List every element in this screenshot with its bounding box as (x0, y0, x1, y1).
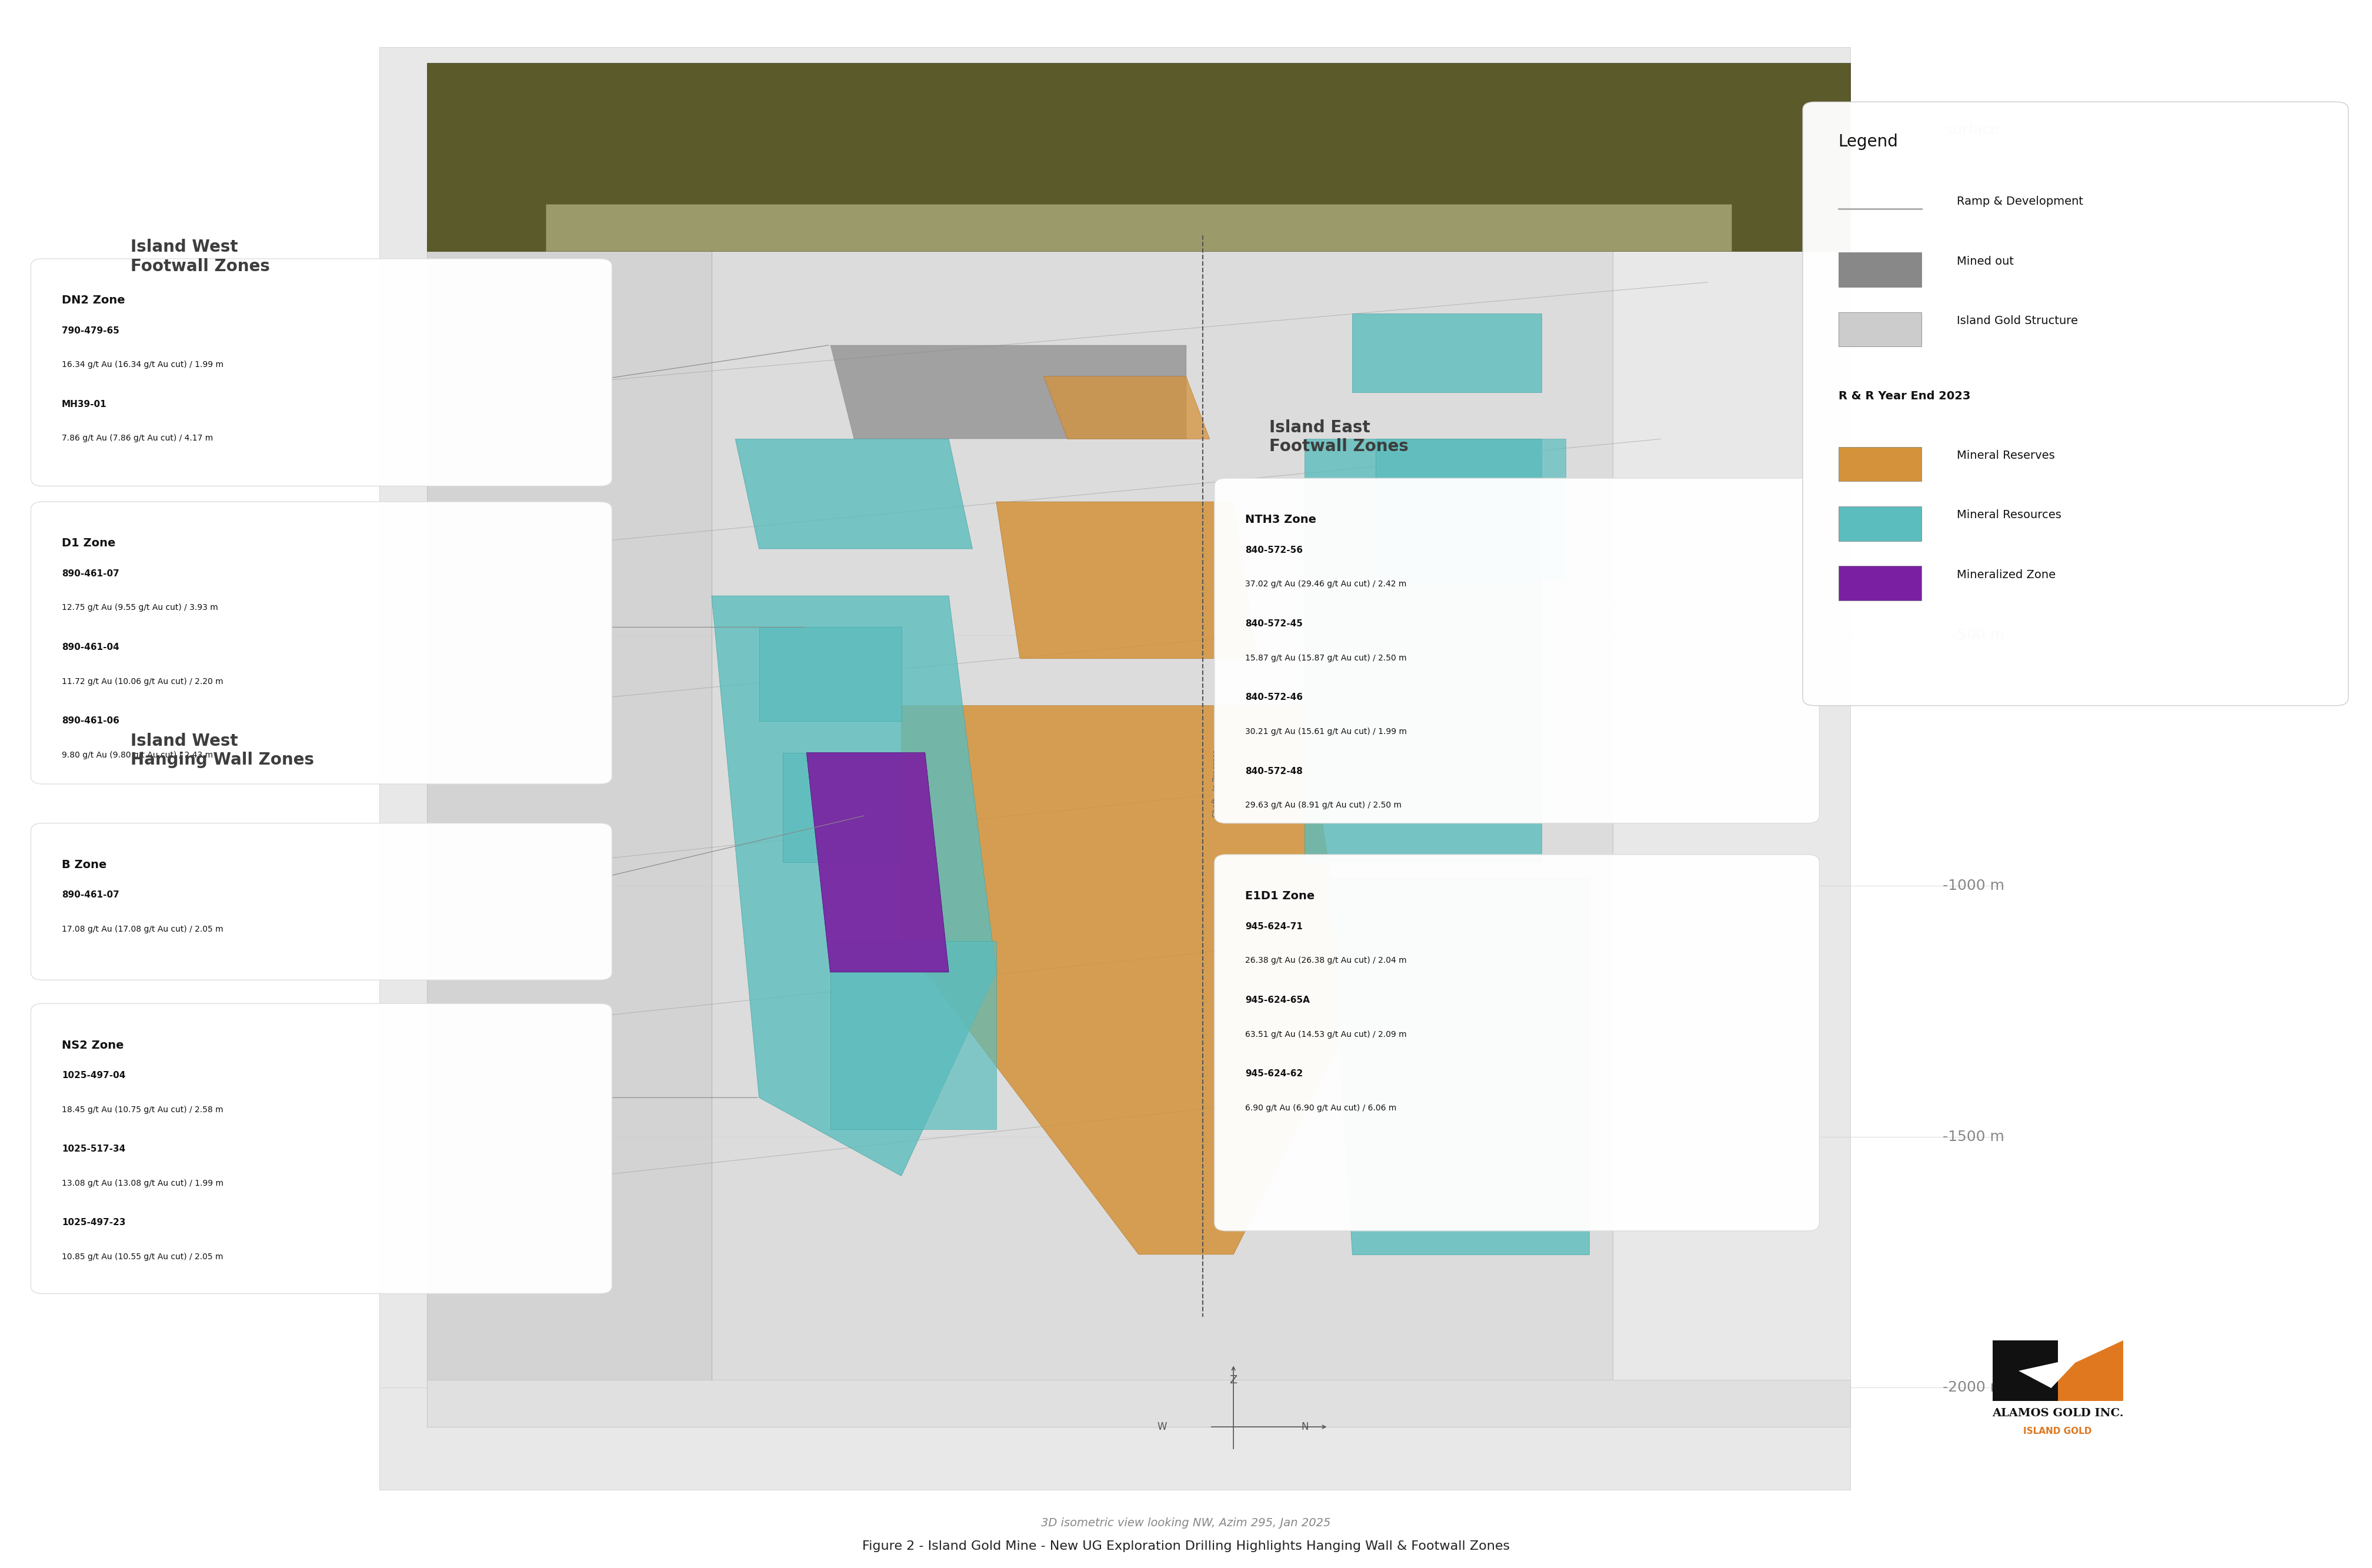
Polygon shape (1305, 439, 1542, 862)
Text: 790-479-65: 790-479-65 (62, 326, 119, 336)
Polygon shape (735, 439, 973, 549)
Text: 6.90 g/t Au (6.90 g/t Au cut) / 6.06 m: 6.90 g/t Au (6.90 g/t Au cut) / 6.06 m (1245, 1104, 1397, 1112)
Polygon shape (1044, 376, 1210, 439)
Text: -1000 m: -1000 m (1943, 878, 2004, 894)
Text: Island East
Footwall Zones: Island East Footwall Zones (1269, 419, 1409, 455)
Polygon shape (427, 235, 712, 1427)
Text: 945-624-71: 945-624-71 (1245, 922, 1302, 931)
Text: -2000 m: -2000 m (1943, 1380, 2004, 1396)
Polygon shape (1992, 1341, 2123, 1402)
Text: Mineral Resources: Mineral Resources (1957, 510, 2061, 521)
FancyBboxPatch shape (31, 502, 612, 784)
Bar (783, 753, 901, 862)
Text: 18.45 g/t Au (10.75 g/t Au cut) / 2.58 m: 18.45 g/t Au (10.75 g/t Au cut) / 2.58 m (62, 1105, 223, 1113)
Text: Figure 2 - Island Gold Mine - New UG Exploration Drilling Highlights Hanging Wal: Figure 2 - Island Gold Mine - New UG Exp… (861, 1540, 1511, 1552)
Text: NTH3 Zone: NTH3 Zone (1245, 514, 1316, 525)
Text: Island West
Footwall Zones: Island West Footwall Zones (130, 238, 270, 274)
Text: 7.86 g/t Au (7.86 g/t Au cut) / 4.17 m: 7.86 g/t Au (7.86 g/t Au cut) / 4.17 m (62, 434, 213, 442)
Polygon shape (712, 596, 996, 1176)
Text: 11.72 g/t Au (10.06 g/t Au cut) / 2.20 m: 11.72 g/t Au (10.06 g/t Au cut) / 2.20 m (62, 677, 223, 685)
Text: Mineralized Zone: Mineralized Zone (1957, 569, 2057, 580)
Polygon shape (546, 204, 1732, 251)
Text: B Zone: B Zone (62, 859, 107, 870)
Text: 890-461-04: 890-461-04 (62, 643, 119, 652)
Polygon shape (996, 502, 1257, 659)
FancyBboxPatch shape (31, 823, 612, 980)
Text: 1025-497-04: 1025-497-04 (62, 1071, 126, 1080)
Text: 890-461-07: 890-461-07 (62, 891, 119, 900)
Text: 890-461-07: 890-461-07 (62, 569, 119, 579)
Text: Mined out: Mined out (1957, 256, 2014, 267)
FancyBboxPatch shape (1214, 478, 1819, 823)
Text: 3D isometric view looking NW, Azim 295, Jan 2025: 3D isometric view looking NW, Azim 295, … (1041, 1518, 1331, 1529)
Bar (1838, 252, 1921, 287)
FancyBboxPatch shape (1803, 102, 2348, 706)
Bar (1838, 506, 1921, 541)
Text: ALAMOS GOLD INC.: ALAMOS GOLD INC. (1992, 1408, 2123, 1419)
Polygon shape (830, 345, 1186, 439)
Text: 840-572-46: 840-572-46 (1245, 693, 1302, 702)
Text: 12.75 g/t Au (9.55 g/t Au cut) / 3.93 m: 12.75 g/t Au (9.55 g/t Au cut) / 3.93 m (62, 604, 218, 612)
Text: ISLAND GOLD: ISLAND GOLD (2023, 1427, 2092, 1436)
Text: 840-572-45: 840-572-45 (1245, 619, 1302, 629)
Polygon shape (2019, 1333, 2111, 1388)
Text: 30.21 g/t Au (15.61 g/t Au cut) / 1.99 m: 30.21 g/t Au (15.61 g/t Au cut) / 1.99 m (1245, 728, 1407, 735)
Polygon shape (901, 706, 1352, 1254)
Text: DN2 Zone: DN2 Zone (62, 295, 126, 306)
Text: W: W (1158, 1422, 1167, 1432)
Text: 945-624-62: 945-624-62 (1245, 1069, 1302, 1079)
Text: Legend: Legend (1838, 133, 1898, 151)
Text: Mineral Reserves: Mineral Reserves (1957, 450, 2054, 461)
Text: 13.08 g/t Au (13.08 g/t Au cut) / 1.99 m: 13.08 g/t Au (13.08 g/t Au cut) / 1.99 m (62, 1179, 223, 1187)
Polygon shape (1992, 1341, 2057, 1402)
Text: 15.87 g/t Au (15.87 g/t Au cut) / 2.50 m: 15.87 g/t Au (15.87 g/t Au cut) / 2.50 m (1245, 654, 1407, 662)
Polygon shape (712, 235, 1613, 1427)
Text: MH39-01: MH39-01 (62, 400, 107, 409)
Text: 37.02 g/t Au (29.46 g/t Au cut) / 2.42 m: 37.02 g/t Au (29.46 g/t Au cut) / 2.42 m (1245, 580, 1407, 588)
Text: D1 Zone: D1 Zone (62, 538, 116, 549)
Text: Island Gold Structure: Island Gold Structure (1957, 315, 2078, 326)
Text: 840-572-56: 840-572-56 (1245, 546, 1302, 555)
Text: 840-572-48: 840-572-48 (1245, 767, 1302, 776)
Bar (759, 627, 901, 721)
Text: 1025-497-23: 1025-497-23 (62, 1218, 126, 1228)
FancyBboxPatch shape (31, 259, 612, 486)
Text: Ramp & Development: Ramp & Development (1957, 196, 2083, 207)
Text: 890-461-06: 890-461-06 (62, 717, 119, 726)
Text: Shaft - In Progress: Shaft - In Progress (1212, 750, 1219, 818)
FancyBboxPatch shape (31, 1004, 612, 1294)
Bar (1838, 312, 1921, 347)
Bar (1838, 566, 1921, 601)
Text: 26.38 g/t Au (26.38 g/t Au cut) / 2.04 m: 26.38 g/t Au (26.38 g/t Au cut) / 2.04 m (1245, 956, 1407, 964)
Text: 16.34 g/t Au (16.34 g/t Au cut) / 1.99 m: 16.34 g/t Au (16.34 g/t Au cut) / 1.99 m (62, 361, 223, 368)
Polygon shape (427, 63, 1850, 251)
Polygon shape (427, 1380, 1850, 1427)
Bar (1838, 447, 1921, 481)
Text: E1D1 Zone: E1D1 Zone (1245, 891, 1314, 902)
Text: 17.08 g/t Au (17.08 g/t Au cut) / 2.05 m: 17.08 g/t Au (17.08 g/t Au cut) / 2.05 m (62, 925, 223, 933)
Bar (1376, 439, 1566, 580)
Text: R & R Year End 2023: R & R Year End 2023 (1838, 390, 1971, 401)
Text: 29.63 g/t Au (8.91 g/t Au cut) / 2.50 m: 29.63 g/t Au (8.91 g/t Au cut) / 2.50 m (1245, 801, 1402, 809)
Text: 9.80 g/t Au (9.80 g/t Au cut) / 2.43 m: 9.80 g/t Au (9.80 g/t Au cut) / 2.43 m (62, 751, 213, 759)
Polygon shape (1328, 878, 1589, 1254)
Text: surface: surface (1945, 122, 2000, 138)
FancyBboxPatch shape (380, 47, 1850, 1490)
Text: NS2 Zone: NS2 Zone (62, 1040, 123, 1051)
Text: N: N (1300, 1422, 1309, 1432)
Text: 10.85 g/t Au (10.55 g/t Au cut) / 2.05 m: 10.85 g/t Au (10.55 g/t Au cut) / 2.05 m (62, 1253, 223, 1261)
Polygon shape (806, 753, 949, 972)
FancyBboxPatch shape (1214, 855, 1819, 1231)
Text: -500 m: -500 m (1952, 627, 2004, 643)
Text: 63.51 g/t Au (14.53 g/t Au cut) / 2.09 m: 63.51 g/t Au (14.53 g/t Au cut) / 2.09 m (1245, 1030, 1407, 1038)
Bar (830, 941, 996, 1129)
Text: Z: Z (1229, 1374, 1238, 1386)
Text: 1025-517-34: 1025-517-34 (62, 1145, 126, 1154)
Text: -1500 m: -1500 m (1943, 1129, 2004, 1145)
Text: Island West
Hanging Wall Zones: Island West Hanging Wall Zones (130, 732, 313, 768)
Text: 945-624-65A: 945-624-65A (1245, 996, 1309, 1005)
Polygon shape (1352, 314, 1542, 392)
